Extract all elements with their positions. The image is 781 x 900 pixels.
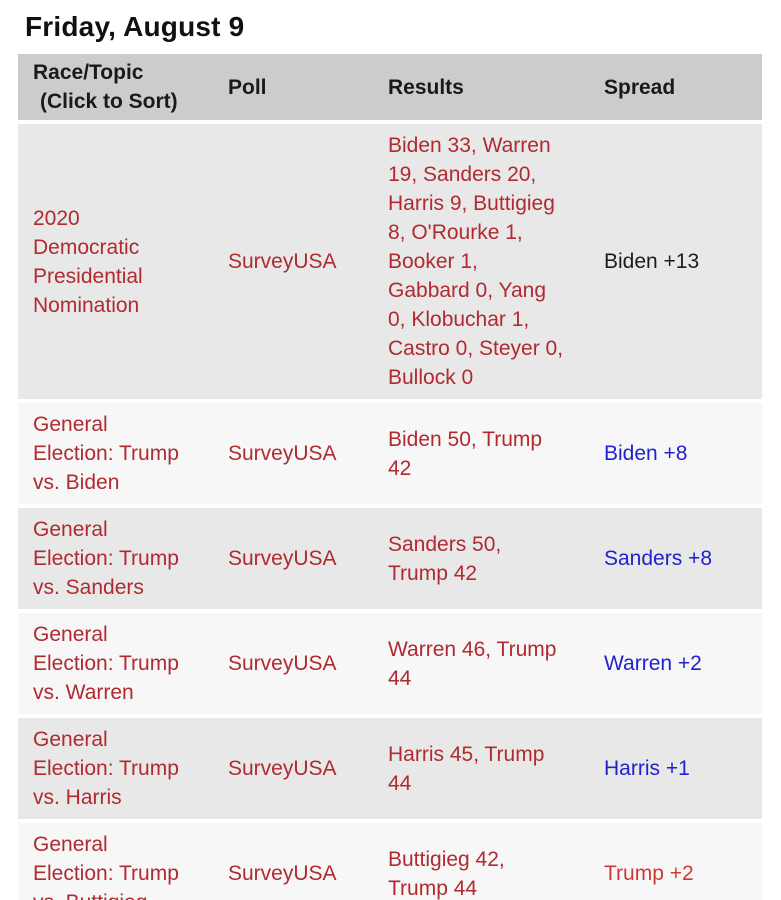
table-row: General Election: Trump vs. Sanders Surv… [18,508,762,609]
spread-value: Biden +13 [604,250,700,273]
poll-table-container: Race/Topic (Click to Sort) Poll Results … [18,50,762,900]
race-link[interactable]: 2020 Democratic Presidential Nomination [33,206,143,317]
poll-link[interactable]: SurveyUSA [228,757,337,780]
results-text: Harris 45, Trump 44 [388,742,545,795]
table-row: General Election: Trump vs. Warren Surve… [18,613,762,714]
race-link[interactable]: General Election: Trump vs. Buttigieg [33,833,179,900]
table-row: General Election: Trump vs. Biden Survey… [18,403,762,504]
poll-link[interactable]: SurveyUSA [228,547,337,570]
spread-value: Harris +1 [604,757,690,780]
race-link[interactable]: General Election: Trump vs. Harris [33,728,179,809]
results-text: Buttigieg 42, Trump 44 [388,847,505,900]
header-poll-sort[interactable]: Poll [228,54,388,120]
poll-link[interactable]: SurveyUSA [228,250,337,273]
table-row: General Election: Trump vs. Buttigieg Su… [18,823,762,900]
race-link[interactable]: General Election: Trump vs. Sanders [33,518,179,599]
table-row: 2020 Democratic Presidential Nomination … [18,124,762,399]
results-text: Sanders 50, Trump 42 [388,532,502,585]
header-race-topic-label: Race/Topic [33,61,144,84]
results-text: Biden 33, Warren 19, Sanders 20, Harris … [388,134,564,389]
spread-value: Sanders +8 [604,547,712,570]
spread-value: Warren +2 [604,652,702,675]
header-results-sort[interactable]: Results [388,54,604,120]
header-race-topic-sort[interactable]: Race/Topic (Click to Sort) [18,54,228,120]
poll-link[interactable]: SurveyUSA [228,652,337,675]
results-text: Biden 50, Trump 42 [388,427,543,480]
table-header-row: Race/Topic (Click to Sort) Poll Results … [18,54,762,120]
results-text: Warren 46, Trump 44 [388,637,557,690]
spread-value: Biden +8 [604,442,688,465]
table-row: General Election: Trump vs. Harris Surve… [18,718,762,819]
header-spread-sort[interactable]: Spread [604,54,762,120]
race-link[interactable]: General Election: Trump vs. Warren [33,623,179,704]
poll-link[interactable]: SurveyUSA [228,442,337,465]
header-click-to-sort-label: (Click to Sort) [40,90,178,113]
poll-link[interactable]: SurveyUSA [228,862,337,885]
page-title: Friday, August 9 [25,11,245,42]
spread-value: Trump +2 [604,862,694,885]
race-link[interactable]: General Election: Trump vs. Biden [33,413,179,494]
poll-table: Race/Topic (Click to Sort) Poll Results … [18,50,762,900]
